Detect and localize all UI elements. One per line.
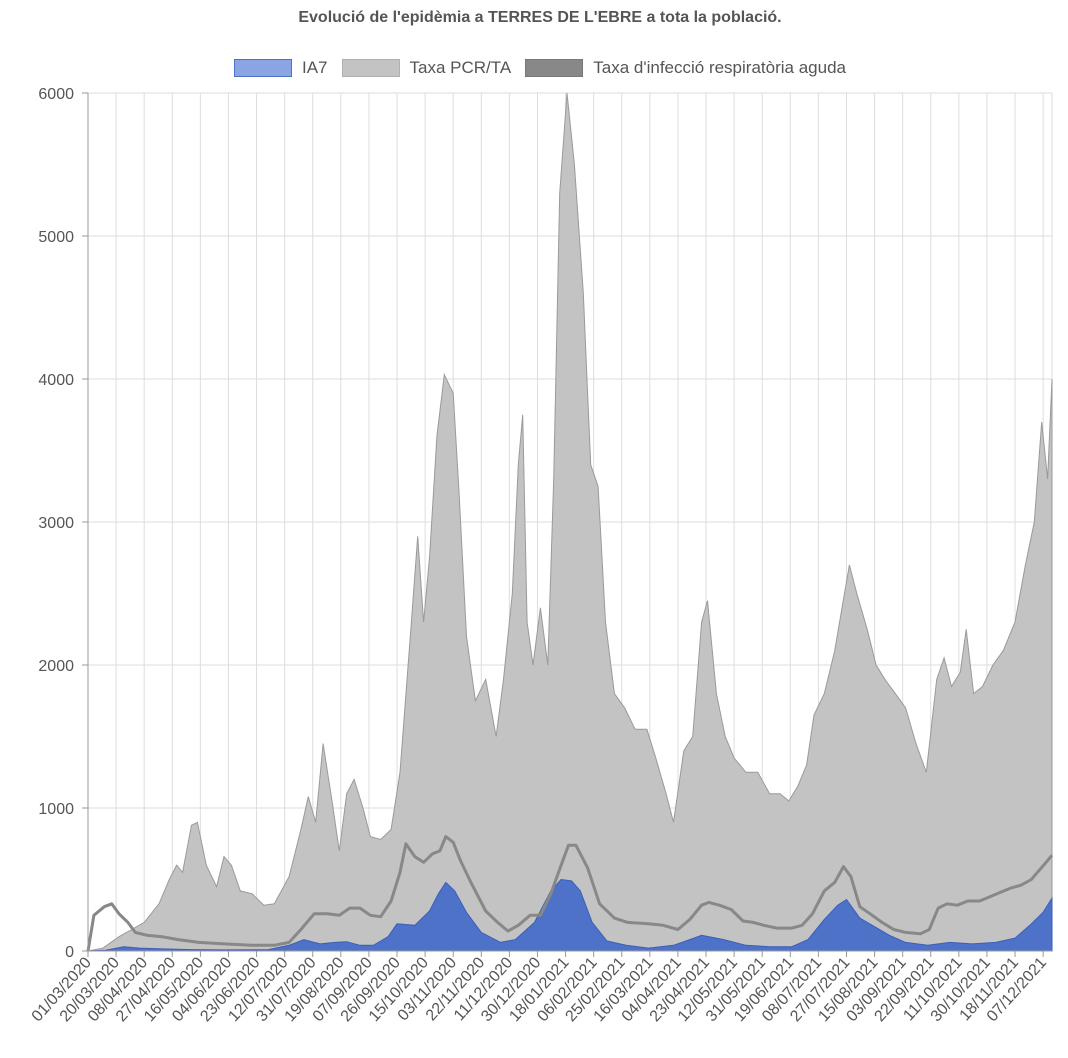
legend-label-ia7: IA7 (302, 58, 328, 77)
legend: IA7 Taxa PCR/TA Taxa d'infecció respirat… (0, 58, 1068, 78)
chart-title: Evolució de l'epidèmia a TERRES DE L'EBR… (298, 9, 782, 26)
y-tick-label: 0 (65, 944, 74, 961)
legend-swatch-pcr (341, 59, 400, 77)
series-area-taxa-pcr-ta (87, 92, 1053, 952)
legend-item-ira[interactable]: Taxa d'infecció respiratòria aguda (525, 58, 846, 78)
legend-label-pcr: Taxa PCR/TA (409, 58, 512, 77)
legend-swatch-ia7 (234, 59, 292, 77)
y-tick-label: 5000 (38, 229, 74, 246)
y-tick-label: 1000 (38, 801, 74, 818)
y-tick-label: 2000 (38, 658, 74, 675)
legend-label-ira: Taxa d'infecció respiratòria aguda (593, 58, 846, 77)
y-tick-label: 3000 (38, 515, 74, 532)
legend-swatch-ira (525, 59, 584, 77)
y-tick-label: 6000 (38, 86, 74, 103)
legend-item-pcr[interactable]: Taxa PCR/TA (341, 58, 512, 78)
series-area-ia7 (87, 878, 1053, 952)
y-tick-label: 4000 (38, 372, 74, 389)
legend-item-ia7[interactable]: IA7 (234, 58, 328, 78)
series-line-taxa-infeccio-respiratoria-aguda (86, 835, 1054, 952)
